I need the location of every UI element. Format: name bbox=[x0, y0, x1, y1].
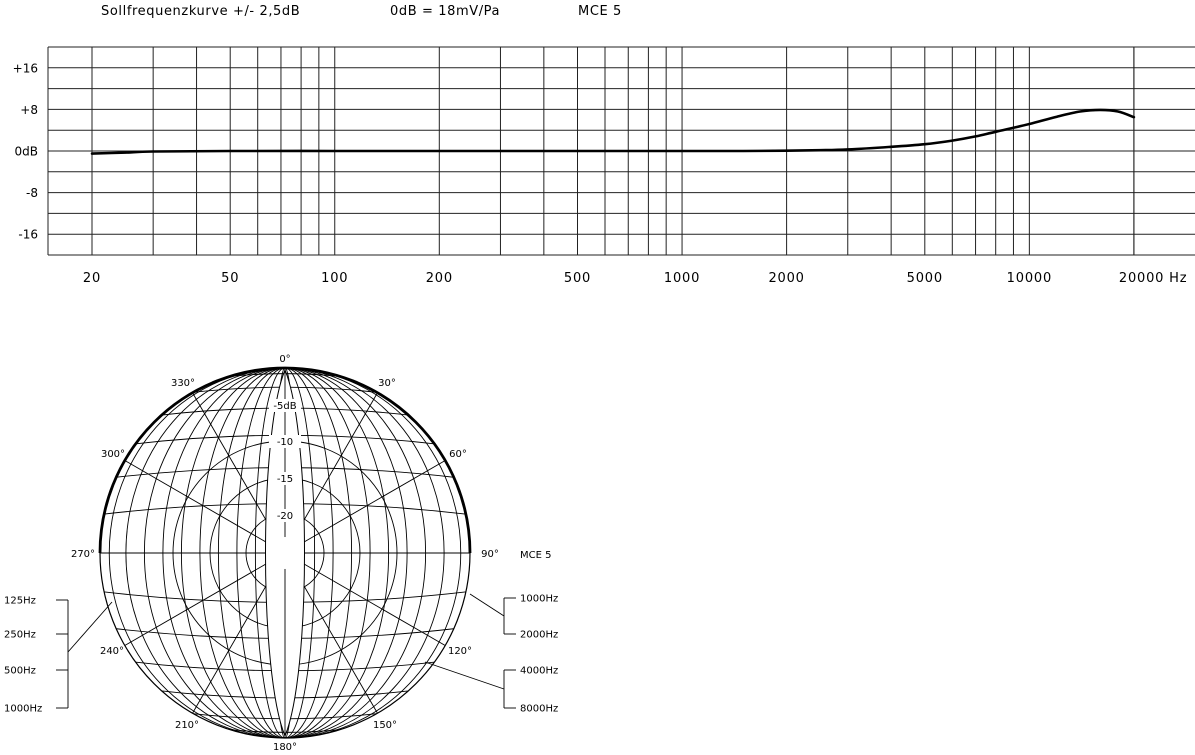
y-tick-labels: +16 +8 0dB -8 -16 bbox=[13, 61, 38, 241]
radial-spoke bbox=[124, 561, 270, 646]
x-tick-label: 200 bbox=[426, 271, 453, 286]
ring-label-bg bbox=[269, 472, 301, 485]
tolerance-label: Sollfrequenzkurve +/- 2,5dB bbox=[101, 4, 301, 19]
x-tick-label: 50 bbox=[221, 271, 239, 286]
polar-model-label: MCE 5 bbox=[520, 550, 551, 561]
polar-grid bbox=[98, 366, 472, 739]
frequency-response-chart: +16 +8 0dB -8 -16 20 50 100 200 500 1000 2000 5000 1… bbox=[13, 46, 1195, 286]
ring-label: -15 bbox=[277, 474, 293, 485]
radial-spoke bbox=[293, 392, 378, 538]
x-tick-label: 500 bbox=[564, 271, 591, 286]
x-tick-label: 1000 bbox=[664, 271, 700, 286]
angle-label: 30° bbox=[378, 378, 396, 389]
legend-leader bbox=[469, 593, 505, 617]
y-tick-label: -16 bbox=[18, 228, 38, 242]
angle-label: 120° bbox=[448, 646, 472, 657]
legend-leader bbox=[424, 661, 505, 690]
x-tick-label: 20 bbox=[83, 271, 101, 286]
ring-label: -10 bbox=[277, 437, 293, 448]
left-legend-label: 500Hz bbox=[4, 666, 36, 677]
left-legend-label: 1000Hz bbox=[4, 704, 42, 715]
right-legend-label: 8000Hz bbox=[520, 704, 558, 715]
angle-label: 150° bbox=[373, 720, 397, 731]
radial-spoke bbox=[300, 561, 446, 646]
angle-label: 300° bbox=[101, 449, 125, 460]
polar-pattern-chart: -5dB -10 -15 -20 0° 30° 60° 90° 120° 150° 180° 210°… bbox=[4, 354, 558, 753]
radial-spoke bbox=[124, 460, 270, 545]
x-tick-labels: 20 50 100 200 500 1000 2000 5000 10000 20000 Hz bbox=[83, 271, 1187, 286]
right-legend-label: 4000Hz bbox=[520, 666, 558, 677]
left-legend-label: 125Hz bbox=[4, 596, 36, 607]
legend-leader bbox=[67, 601, 113, 653]
radial-spoke bbox=[192, 568, 277, 714]
x-tick-label: 5000 bbox=[907, 271, 943, 286]
radial-spoke bbox=[300, 460, 446, 545]
ring-label-bg bbox=[269, 399, 301, 412]
polar-labels: -5dB -10 -15 -20 0° 30° 60° 90° 120° 150° 180° 210°… bbox=[71, 354, 552, 753]
frequency-response-curve bbox=[90, 108, 1136, 155]
x-tick-label: 100 bbox=[321, 271, 348, 286]
angle-label: 0° bbox=[279, 354, 290, 365]
angle-label: 270° bbox=[71, 549, 95, 560]
right-legend-label: 1000Hz bbox=[520, 594, 558, 605]
angle-label: 180° bbox=[273, 742, 297, 753]
ring-label: -20 bbox=[277, 511, 293, 522]
angle-label: 90° bbox=[481, 549, 499, 560]
center-clear bbox=[269, 537, 301, 569]
x-tick-label: 2000 bbox=[768, 271, 804, 286]
angle-label: 60° bbox=[449, 449, 467, 460]
y-tick-label: +8 bbox=[20, 103, 38, 117]
radial-spoke bbox=[192, 392, 277, 538]
x-tick-label: 20000 Hz bbox=[1119, 271, 1188, 286]
radial-spoke bbox=[293, 568, 378, 714]
sensitivity-label: 0dB = 18mV/Pa bbox=[390, 4, 501, 19]
model-label: MCE 5 bbox=[578, 4, 622, 19]
ring-label-bg bbox=[269, 509, 301, 522]
angle-label: 330° bbox=[171, 378, 195, 389]
polar-legend: 125Hz 250Hz 500Hz 1000Hz 1000Hz 2000Hz 4000Hz 8… bbox=[4, 594, 558, 715]
angle-label: 240° bbox=[100, 646, 124, 657]
y-tick-label: -8 bbox=[26, 186, 38, 200]
y-tick-label: +16 bbox=[13, 61, 38, 75]
x-tick-label: 10000 bbox=[1007, 271, 1052, 286]
right-legend-label: 2000Hz bbox=[520, 630, 558, 641]
left-legend-label: 250Hz bbox=[4, 630, 36, 641]
ring-label-bg bbox=[269, 435, 301, 448]
ring-label: -5dB bbox=[273, 401, 296, 412]
y-tick-label: 0dB bbox=[15, 145, 38, 159]
outer-circle-bold bbox=[98, 366, 472, 554]
angle-label: 210° bbox=[175, 720, 199, 731]
